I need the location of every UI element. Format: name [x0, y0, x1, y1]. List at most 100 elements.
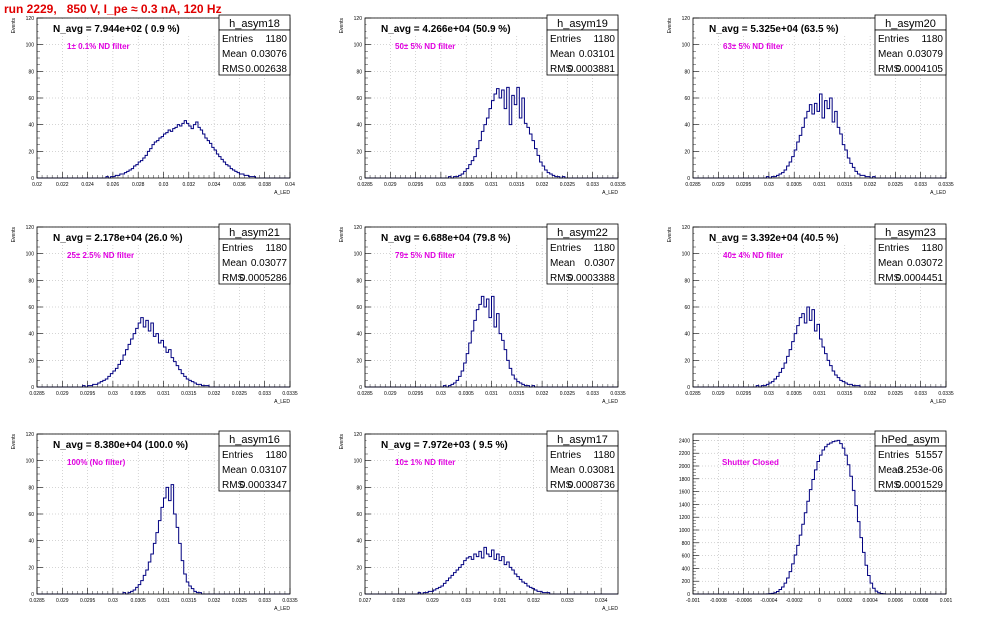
- plot-frame: [36, 226, 291, 388]
- x-tick-label: 0.029: [384, 391, 397, 397]
- x-tick-label: 0.03: [764, 182, 774, 188]
- stats-box: [874, 238, 947, 285]
- x-tick-label: 0.0295: [736, 391, 752, 397]
- x-tick-label: 0.029: [712, 391, 725, 397]
- x-tick-label: 0.0335: [938, 391, 954, 397]
- y-tick-label: 20: [28, 149, 34, 155]
- x-tick-label: 0.032: [536, 391, 549, 397]
- y-tick-label: 1600: [679, 490, 690, 496]
- x-tick-label: 0.0285: [29, 391, 45, 397]
- y-tick-label: 100: [26, 459, 35, 465]
- stats-entries-label: Entries: [878, 243, 909, 254]
- navg-label: N_avg = 6.688e+04 (79.8 %): [381, 233, 511, 244]
- x-tick-label: 0.0315: [837, 391, 853, 397]
- y-tick-label: 20: [28, 358, 34, 364]
- x-tick-label: 0.0305: [787, 182, 803, 188]
- y-tick-label: 80: [684, 69, 690, 75]
- stats-entries-value: 1180: [265, 34, 287, 45]
- x-tick-label: 0.03: [764, 391, 774, 397]
- stats-rms-label: RMS: [878, 273, 901, 284]
- y-tick-label: 100: [354, 459, 363, 465]
- y-tick-label: 0: [31, 176, 34, 182]
- y-tick-label: 2000: [679, 464, 690, 470]
- stats-title: h_asym22: [557, 227, 608, 239]
- x-tick-label: 0.032: [208, 598, 221, 604]
- x-axis-title: A_LED: [930, 399, 946, 405]
- x-tick-label: 0.0295: [408, 391, 424, 397]
- stats-mean-label: Mean: [550, 258, 575, 269]
- stats-rms-value: 0.0008736: [568, 480, 616, 491]
- navg-box: [38, 436, 218, 452]
- x-tick-label: 0.033: [561, 598, 574, 604]
- x-tick-label: 0.0305: [131, 598, 147, 604]
- stats-title: h_asym20: [885, 18, 936, 30]
- y-tick-label: 20: [28, 565, 34, 571]
- x-tick-label: 0.03: [436, 182, 446, 188]
- x-tick-label: 0.0002: [837, 598, 853, 604]
- plot-frame: [692, 226, 947, 388]
- stats-box: [874, 445, 947, 492]
- x-tick-label: 0.0325: [232, 391, 248, 397]
- y-tick-label: 40: [684, 123, 690, 129]
- plot-frame: [36, 17, 291, 179]
- x-tick-label: 0.0315: [509, 182, 525, 188]
- stats-entries-label: Entries: [222, 243, 253, 254]
- y-tick-label: 20: [356, 358, 362, 364]
- y-axis-title: Events: [339, 227, 345, 243]
- x-tick-label: 0.031: [157, 391, 170, 397]
- x-tick-label: 0.0315: [181, 598, 197, 604]
- y-tick-label: 80: [356, 278, 362, 284]
- x-tick-label: 0.03: [108, 598, 118, 604]
- x-axis-title: A_LED: [930, 190, 946, 196]
- filter-annotation: Shutter Closed: [722, 458, 779, 467]
- navg-label: N_avg = 7.944e+02 ( 0.9 %): [53, 24, 180, 35]
- y-tick-label: 60: [28, 305, 34, 311]
- x-tick-label: 0.029: [384, 182, 397, 188]
- x-tick-label: 0.031: [813, 182, 826, 188]
- stats-title: h_asym19: [557, 18, 608, 30]
- y-tick-label: 120: [354, 432, 363, 438]
- stats-mean-value: 0.03076: [251, 49, 288, 60]
- stats-mean-value: 0.03107: [251, 465, 288, 476]
- stats-rms-label: RMS: [878, 64, 901, 75]
- stats-box: [546, 29, 619, 76]
- plot-frame: [692, 433, 947, 595]
- x-tick-label: 0.031: [157, 598, 170, 604]
- stats-entries-label: Entries: [222, 34, 253, 45]
- y-tick-label: 0: [359, 385, 362, 391]
- y-tick-label: 60: [356, 512, 362, 518]
- navg-label: N_avg = 2.178e+04 (26.0 %): [53, 233, 183, 244]
- x-tick-label: 0.0335: [938, 182, 954, 188]
- y-tick-label: 1000: [679, 528, 690, 534]
- stats-entries-value: 1180: [593, 34, 615, 45]
- x-tick-label: 0.022: [56, 182, 69, 188]
- y-tick-label: 120: [682, 16, 691, 22]
- x-axis-title: A_LED: [274, 606, 290, 612]
- x-tick-label: 0.03: [461, 598, 471, 604]
- plot-frame: [692, 17, 947, 179]
- stats-box: [218, 238, 291, 285]
- stats-mean-label: Mean: [222, 258, 247, 269]
- histogram-panel-h_asym20: 0 20 40 60 80 100 120 0.0285 0.029 0.0295 0.03 0.03…: [667, 14, 954, 196]
- x-tick-label: -0.0002: [786, 598, 803, 604]
- y-tick-label: 0: [359, 176, 362, 182]
- stats-rms-label: RMS: [550, 273, 573, 284]
- navg-label: N_avg = 4.266e+04 (50.9 %): [381, 24, 511, 35]
- y-tick-label: 120: [354, 225, 363, 231]
- stats-title: h_asym17: [557, 434, 608, 446]
- stats-mean-label: Mean: [878, 465, 903, 476]
- x-tick-label: 0.033: [258, 391, 271, 397]
- stats-rms-value: 0.0001529: [896, 480, 944, 491]
- x-tick-label: 0.0335: [282, 391, 298, 397]
- x-tick-label: 0.0335: [610, 182, 626, 188]
- y-tick-label: 20: [684, 149, 690, 155]
- y-tick-label: 1400: [679, 502, 690, 508]
- x-tick-label: 0.031: [813, 391, 826, 397]
- stats-mean-value: 0.03081: [579, 465, 616, 476]
- stats-entries-label: Entries: [550, 34, 581, 45]
- x-tick-label: 0.026: [107, 182, 120, 188]
- filter-annotation: 100% (No filter): [67, 458, 126, 467]
- x-tick-label: -0.0008: [710, 598, 727, 604]
- x-tick-label: 0.033: [914, 182, 927, 188]
- y-tick-label: 1800: [679, 477, 690, 483]
